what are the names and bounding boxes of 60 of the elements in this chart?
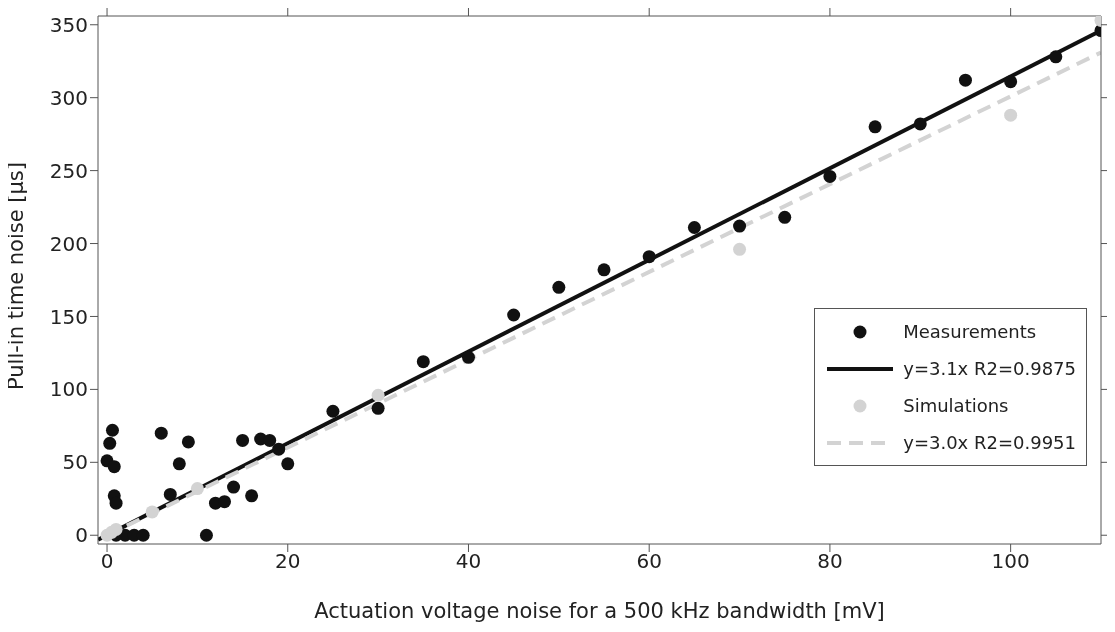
y-tick-label: 0 bbox=[75, 523, 88, 548]
legend-label: Simulations bbox=[903, 395, 1009, 416]
point bbox=[597, 263, 611, 277]
x-tick-label: 60 bbox=[636, 549, 662, 574]
point bbox=[733, 219, 747, 233]
point bbox=[272, 442, 286, 456]
point bbox=[245, 489, 259, 503]
point bbox=[154, 426, 168, 440]
point bbox=[371, 388, 385, 402]
point bbox=[1004, 75, 1018, 89]
point bbox=[236, 433, 250, 447]
point bbox=[107, 460, 121, 474]
point bbox=[109, 522, 123, 536]
point bbox=[145, 505, 159, 519]
point bbox=[778, 210, 792, 224]
y-tick-label: 200 bbox=[49, 231, 88, 256]
point bbox=[733, 242, 747, 256]
legend-label: Measurements bbox=[903, 321, 1037, 342]
point bbox=[105, 423, 119, 437]
y-tick-label: 150 bbox=[49, 304, 88, 329]
point bbox=[461, 350, 475, 364]
point bbox=[181, 435, 195, 449]
x-tick-label: 20 bbox=[275, 549, 301, 574]
y-tick-label: 300 bbox=[49, 85, 88, 110]
point bbox=[163, 487, 177, 501]
x-axis-title: Actuation voltage noise for a 500 kHz bandwidth [mV] bbox=[314, 599, 885, 623]
y-tick-label: 100 bbox=[49, 377, 88, 402]
point bbox=[172, 457, 186, 471]
y-tick-label: 50 bbox=[62, 450, 88, 475]
point bbox=[263, 433, 277, 447]
point bbox=[109, 496, 123, 510]
point bbox=[868, 120, 882, 134]
y-tick-label: 350 bbox=[49, 12, 88, 37]
point bbox=[190, 482, 204, 496]
point bbox=[507, 308, 521, 322]
point bbox=[642, 250, 656, 264]
point bbox=[416, 355, 430, 369]
point bbox=[371, 401, 385, 415]
point bbox=[326, 404, 340, 418]
y-tick-label: 250 bbox=[49, 158, 88, 183]
point bbox=[103, 436, 117, 450]
point bbox=[199, 528, 213, 542]
x-tick-label: 40 bbox=[455, 549, 482, 574]
point bbox=[1049, 50, 1063, 64]
point bbox=[281, 457, 295, 471]
point bbox=[958, 73, 972, 87]
legend-label: y=3.0x R2=0.9951 bbox=[903, 432, 1076, 453]
y-axis-title: Pull-in time noise [µs] bbox=[4, 161, 29, 390]
point bbox=[913, 117, 927, 131]
point bbox=[687, 220, 701, 234]
x-tick-label: 80 bbox=[817, 549, 843, 574]
point bbox=[218, 495, 232, 509]
point bbox=[552, 280, 566, 294]
point bbox=[823, 169, 837, 183]
x-tick-label: 0 bbox=[100, 549, 114, 574]
legend-label: y=3.1x R2=0.9875 bbox=[903, 358, 1076, 379]
x-tick-label: 100 bbox=[991, 549, 1030, 574]
point bbox=[227, 480, 241, 494]
point bbox=[136, 528, 150, 542]
point bbox=[1004, 108, 1018, 122]
